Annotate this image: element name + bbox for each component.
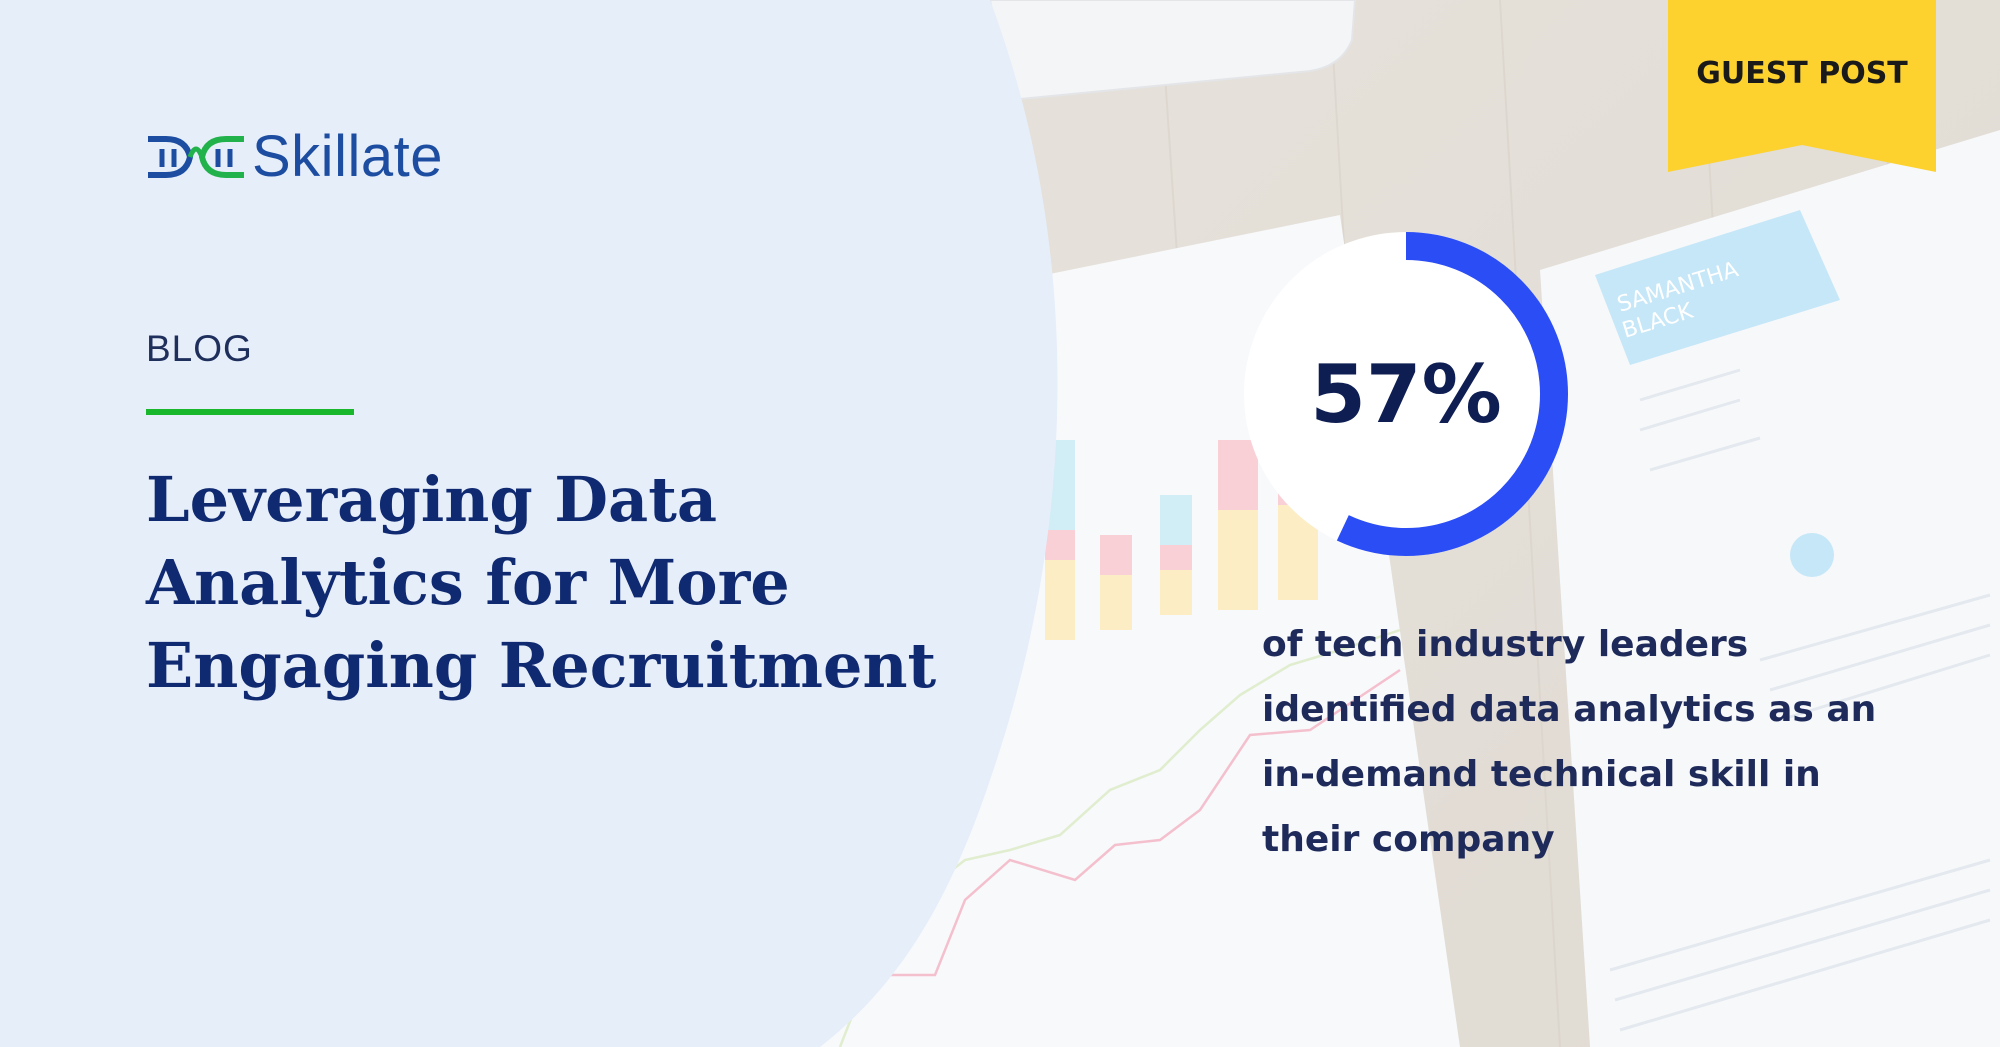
guest-post-label: GUEST POST [1696, 56, 1908, 91]
category-underline [146, 409, 354, 415]
brand-logo[interactable]: Skillate [146, 128, 443, 186]
laptop-corner [988, 0, 1357, 102]
skillate-logo-mark-icon [148, 136, 244, 178]
resume-document: SAMANTHA BLACK [1540, 130, 2000, 1047]
left-panel-curve [0, 0, 1058, 1047]
left-panel: Skillate BLOG Leveraging Data Analytics … [146, 128, 937, 702]
page-title: Leveraging Data Analytics for More Engag… [146, 463, 937, 702]
ribbon-shape [1668, 0, 1936, 172]
stat-donut-chart [1244, 232, 1568, 556]
category-label: BLOG [146, 328, 253, 369]
stat-caption: of tech industry leaders identified data… [1262, 624, 1877, 860]
donut-progress-arc [1244, 232, 1568, 556]
brand-name: Skillate [252, 124, 443, 189]
guest-post-badge [1668, 0, 1936, 172]
stat-value: 57% [1310, 347, 1502, 441]
